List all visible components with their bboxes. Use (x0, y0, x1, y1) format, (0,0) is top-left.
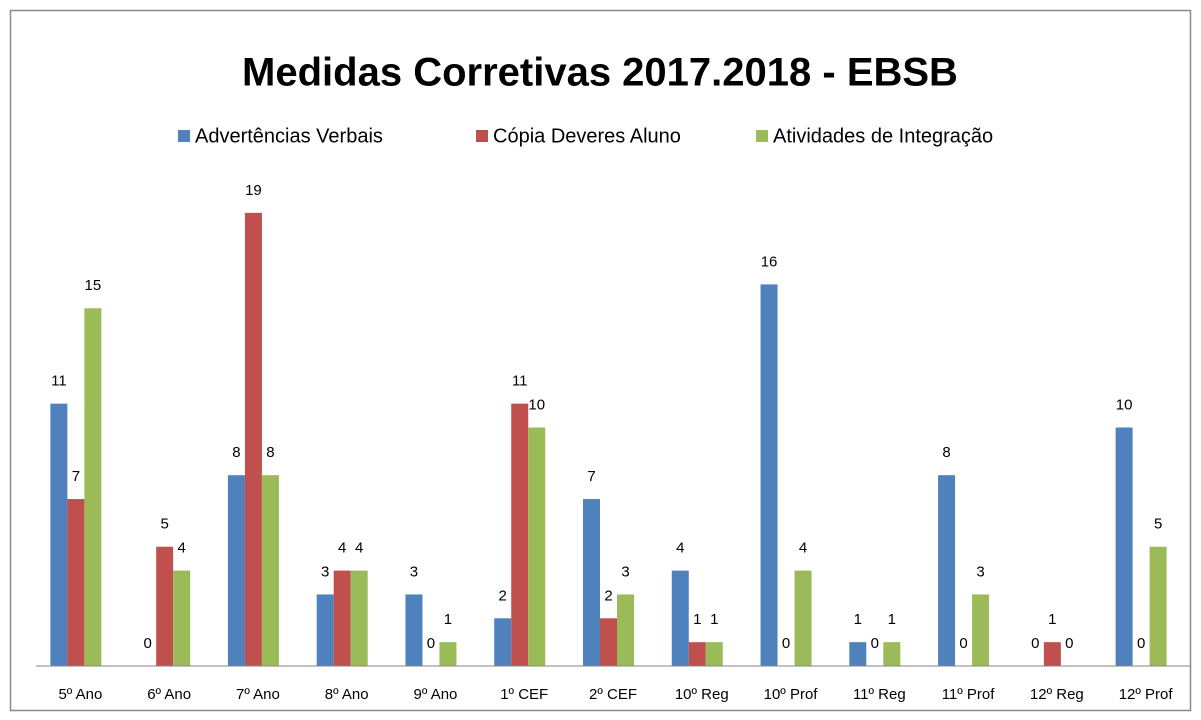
bar (84, 308, 102, 666)
x-tick-label: 9º Ano (414, 686, 458, 703)
bar (1115, 427, 1133, 666)
bar (972, 594, 990, 666)
x-tick-label: 10º Prof (764, 686, 819, 703)
bar (439, 642, 457, 666)
x-tick-label: 12º Reg (1030, 686, 1084, 703)
data-label: 2 (499, 587, 507, 604)
data-label: 16 (761, 253, 778, 270)
x-tick-label: 12º Prof (1119, 686, 1174, 703)
legend-label: Advertências Verbais (195, 125, 383, 147)
bar (600, 618, 617, 666)
data-label: 0 (427, 635, 435, 652)
bar (405, 594, 423, 666)
x-tick-label: 5º Ano (58, 686, 102, 703)
bar (617, 594, 634, 666)
data-label: 8 (266, 444, 274, 461)
bar (1043, 642, 1061, 666)
bar (50, 403, 68, 666)
bar (227, 475, 245, 666)
data-label: 7 (72, 468, 80, 485)
x-tick-label: 8º Ano (325, 686, 369, 703)
x-tick-label: 10º Reg (675, 686, 729, 703)
legend-swatch (756, 130, 768, 142)
data-label: 11 (512, 373, 528, 390)
data-label: 0 (959, 635, 967, 652)
bar (583, 499, 600, 666)
bar (938, 475, 956, 666)
bar (261, 475, 279, 666)
legend-swatch (178, 130, 190, 142)
data-label: 10 (1116, 396, 1133, 413)
data-label: 15 (85, 277, 102, 294)
data-label: 5 (160, 516, 168, 533)
bar (688, 642, 706, 666)
data-label: 1 (854, 611, 862, 628)
legend-label: Atividades de Integração (773, 125, 993, 147)
bar (156, 546, 174, 666)
data-label: 8 (942, 444, 950, 461)
bar (350, 570, 368, 666)
bar (671, 570, 689, 666)
data-label: 8 (232, 444, 240, 461)
bar (794, 570, 812, 666)
bar (849, 642, 867, 666)
bar (333, 570, 351, 666)
data-label: 1 (888, 611, 896, 628)
data-label: 4 (676, 540, 684, 557)
data-label: 3 (621, 563, 629, 580)
bar (883, 642, 901, 666)
data-label: 1 (710, 611, 718, 628)
data-label: 1 (1048, 611, 1056, 628)
data-label: 0 (782, 635, 790, 652)
data-label: 4 (177, 540, 185, 557)
x-tick-label: 11º Reg (853, 686, 906, 703)
data-label: 10 (528, 396, 545, 413)
data-label: 11 (51, 373, 67, 390)
data-label: 0 (1031, 635, 1039, 652)
data-label: 3 (976, 563, 984, 580)
bar (1149, 546, 1167, 666)
data-label: 3 (321, 563, 329, 580)
data-label: 1 (444, 611, 452, 628)
data-label: 4 (355, 540, 363, 557)
legend-swatch (476, 130, 488, 142)
x-tick-label: 1º CEF (500, 686, 548, 703)
data-label: 0 (1137, 635, 1145, 652)
bar (494, 618, 512, 666)
chart-frame (9, 9, 1192, 712)
chart-title: Medidas Corretivas 2017.2018 - EBSB (242, 51, 958, 95)
data-label: 5 (1154, 516, 1162, 533)
data-label: 3 (410, 563, 418, 580)
data-label: 0 (871, 635, 879, 652)
data-label: 7 (587, 468, 595, 485)
data-label: 0 (1065, 635, 1073, 652)
x-tick-label: 7º Ano (236, 686, 280, 703)
data-label: 4 (338, 540, 346, 557)
bar (528, 427, 546, 666)
bar (173, 570, 191, 666)
data-label: 19 (245, 182, 262, 199)
x-tick-label: 6º Ano (147, 686, 191, 703)
x-tick-label: 2º CEF (589, 686, 637, 703)
data-label: 0 (143, 635, 151, 652)
data-label: 1 (693, 611, 701, 628)
legend: Advertências Verbais Cópia Deveres Aluno A… (178, 125, 993, 147)
bar (67, 499, 85, 666)
bar (316, 594, 334, 666)
bar (511, 403, 529, 666)
x-tick-label: 11º Prof (942, 686, 996, 703)
data-label: 2 (604, 587, 612, 604)
data-label: 4 (799, 540, 807, 557)
bar (705, 642, 723, 666)
bar (244, 212, 262, 666)
bar (760, 284, 778, 666)
legend-label: Cópia Deveres Aluno (493, 125, 681, 147)
